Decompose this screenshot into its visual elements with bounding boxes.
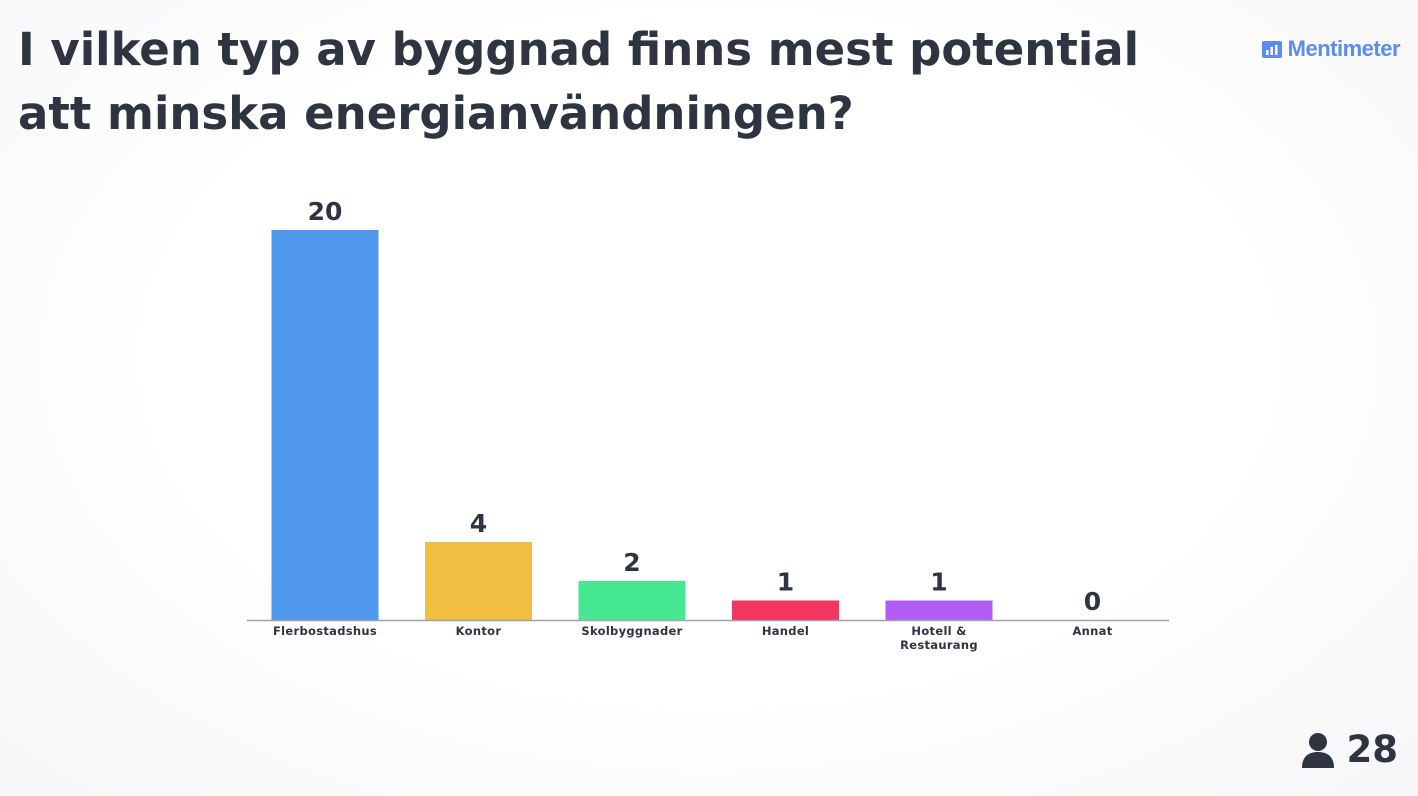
bar-value-label: 2 <box>623 548 640 577</box>
question-title: I vilken typ av byggnad finns mest poten… <box>18 23 1140 140</box>
category-label: Annat <box>1072 624 1112 638</box>
bar-chart-icon <box>1261 40 1282 58</box>
participant-count: 28 <box>1301 728 1399 771</box>
bar-value-label: 1 <box>777 568 794 597</box>
category-label: Kontor <box>456 624 502 638</box>
bar <box>732 600 839 620</box>
bar-value-label: 1 <box>930 568 947 597</box>
category-label: Hotell & <box>911 624 966 638</box>
bar <box>271 230 379 620</box>
category-label: Restaurang <box>900 638 978 652</box>
category-label: Skolbyggnader <box>581 624 682 638</box>
bar-value-label: 20 <box>308 197 343 226</box>
brand-name: Mentimeter <box>1287 36 1401 61</box>
bar-value-label: 4 <box>470 509 487 538</box>
participant-count-value: 28 <box>1346 728 1399 771</box>
bar <box>425 542 532 620</box>
bar-value-label: 0 <box>1084 587 1101 616</box>
mentimeter-logo: Mentimeter <box>1261 36 1401 62</box>
user-icon <box>1301 733 1334 768</box>
bar <box>578 581 686 620</box>
bar <box>885 600 993 620</box>
category-label: Handel <box>762 624 809 638</box>
category-label: Flerbostadshus <box>273 624 377 638</box>
